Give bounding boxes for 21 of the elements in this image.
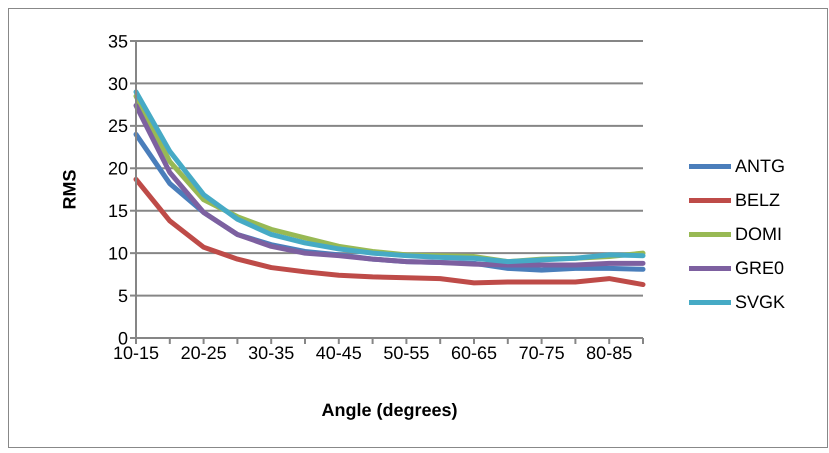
x-tick-label: 60-65	[450, 342, 498, 363]
legend-label: BELZ	[735, 190, 780, 210]
legend-label: SVGK	[735, 292, 786, 312]
legend-label: GRE0	[735, 258, 784, 278]
legend-label: DOMI	[735, 224, 782, 244]
x-axis-title: Angle (degrees)	[321, 400, 458, 420]
legend-label: ANTG	[735, 156, 786, 176]
y-tick-label: 10	[108, 244, 128, 264]
y-tick-label: 15	[108, 201, 128, 222]
x-tick-label: 20-25	[180, 342, 227, 363]
y-tick-label: 30	[108, 74, 128, 94]
y-tick-label: 25	[108, 116, 128, 136]
y-tick-label: 20	[108, 158, 128, 179]
x-tick-label: 40-45	[316, 342, 362, 363]
y-axis-title: RMS	[59, 170, 80, 210]
y-tick-label: 35	[108, 31, 128, 52]
x-tick-label: 70-75	[518, 342, 565, 363]
x-tick-label: 80-85	[586, 342, 632, 363]
x-tick-label: 30-35	[248, 342, 294, 363]
x-tick-label: 50-55	[383, 342, 430, 363]
y-tick-label: 5	[118, 286, 128, 306]
